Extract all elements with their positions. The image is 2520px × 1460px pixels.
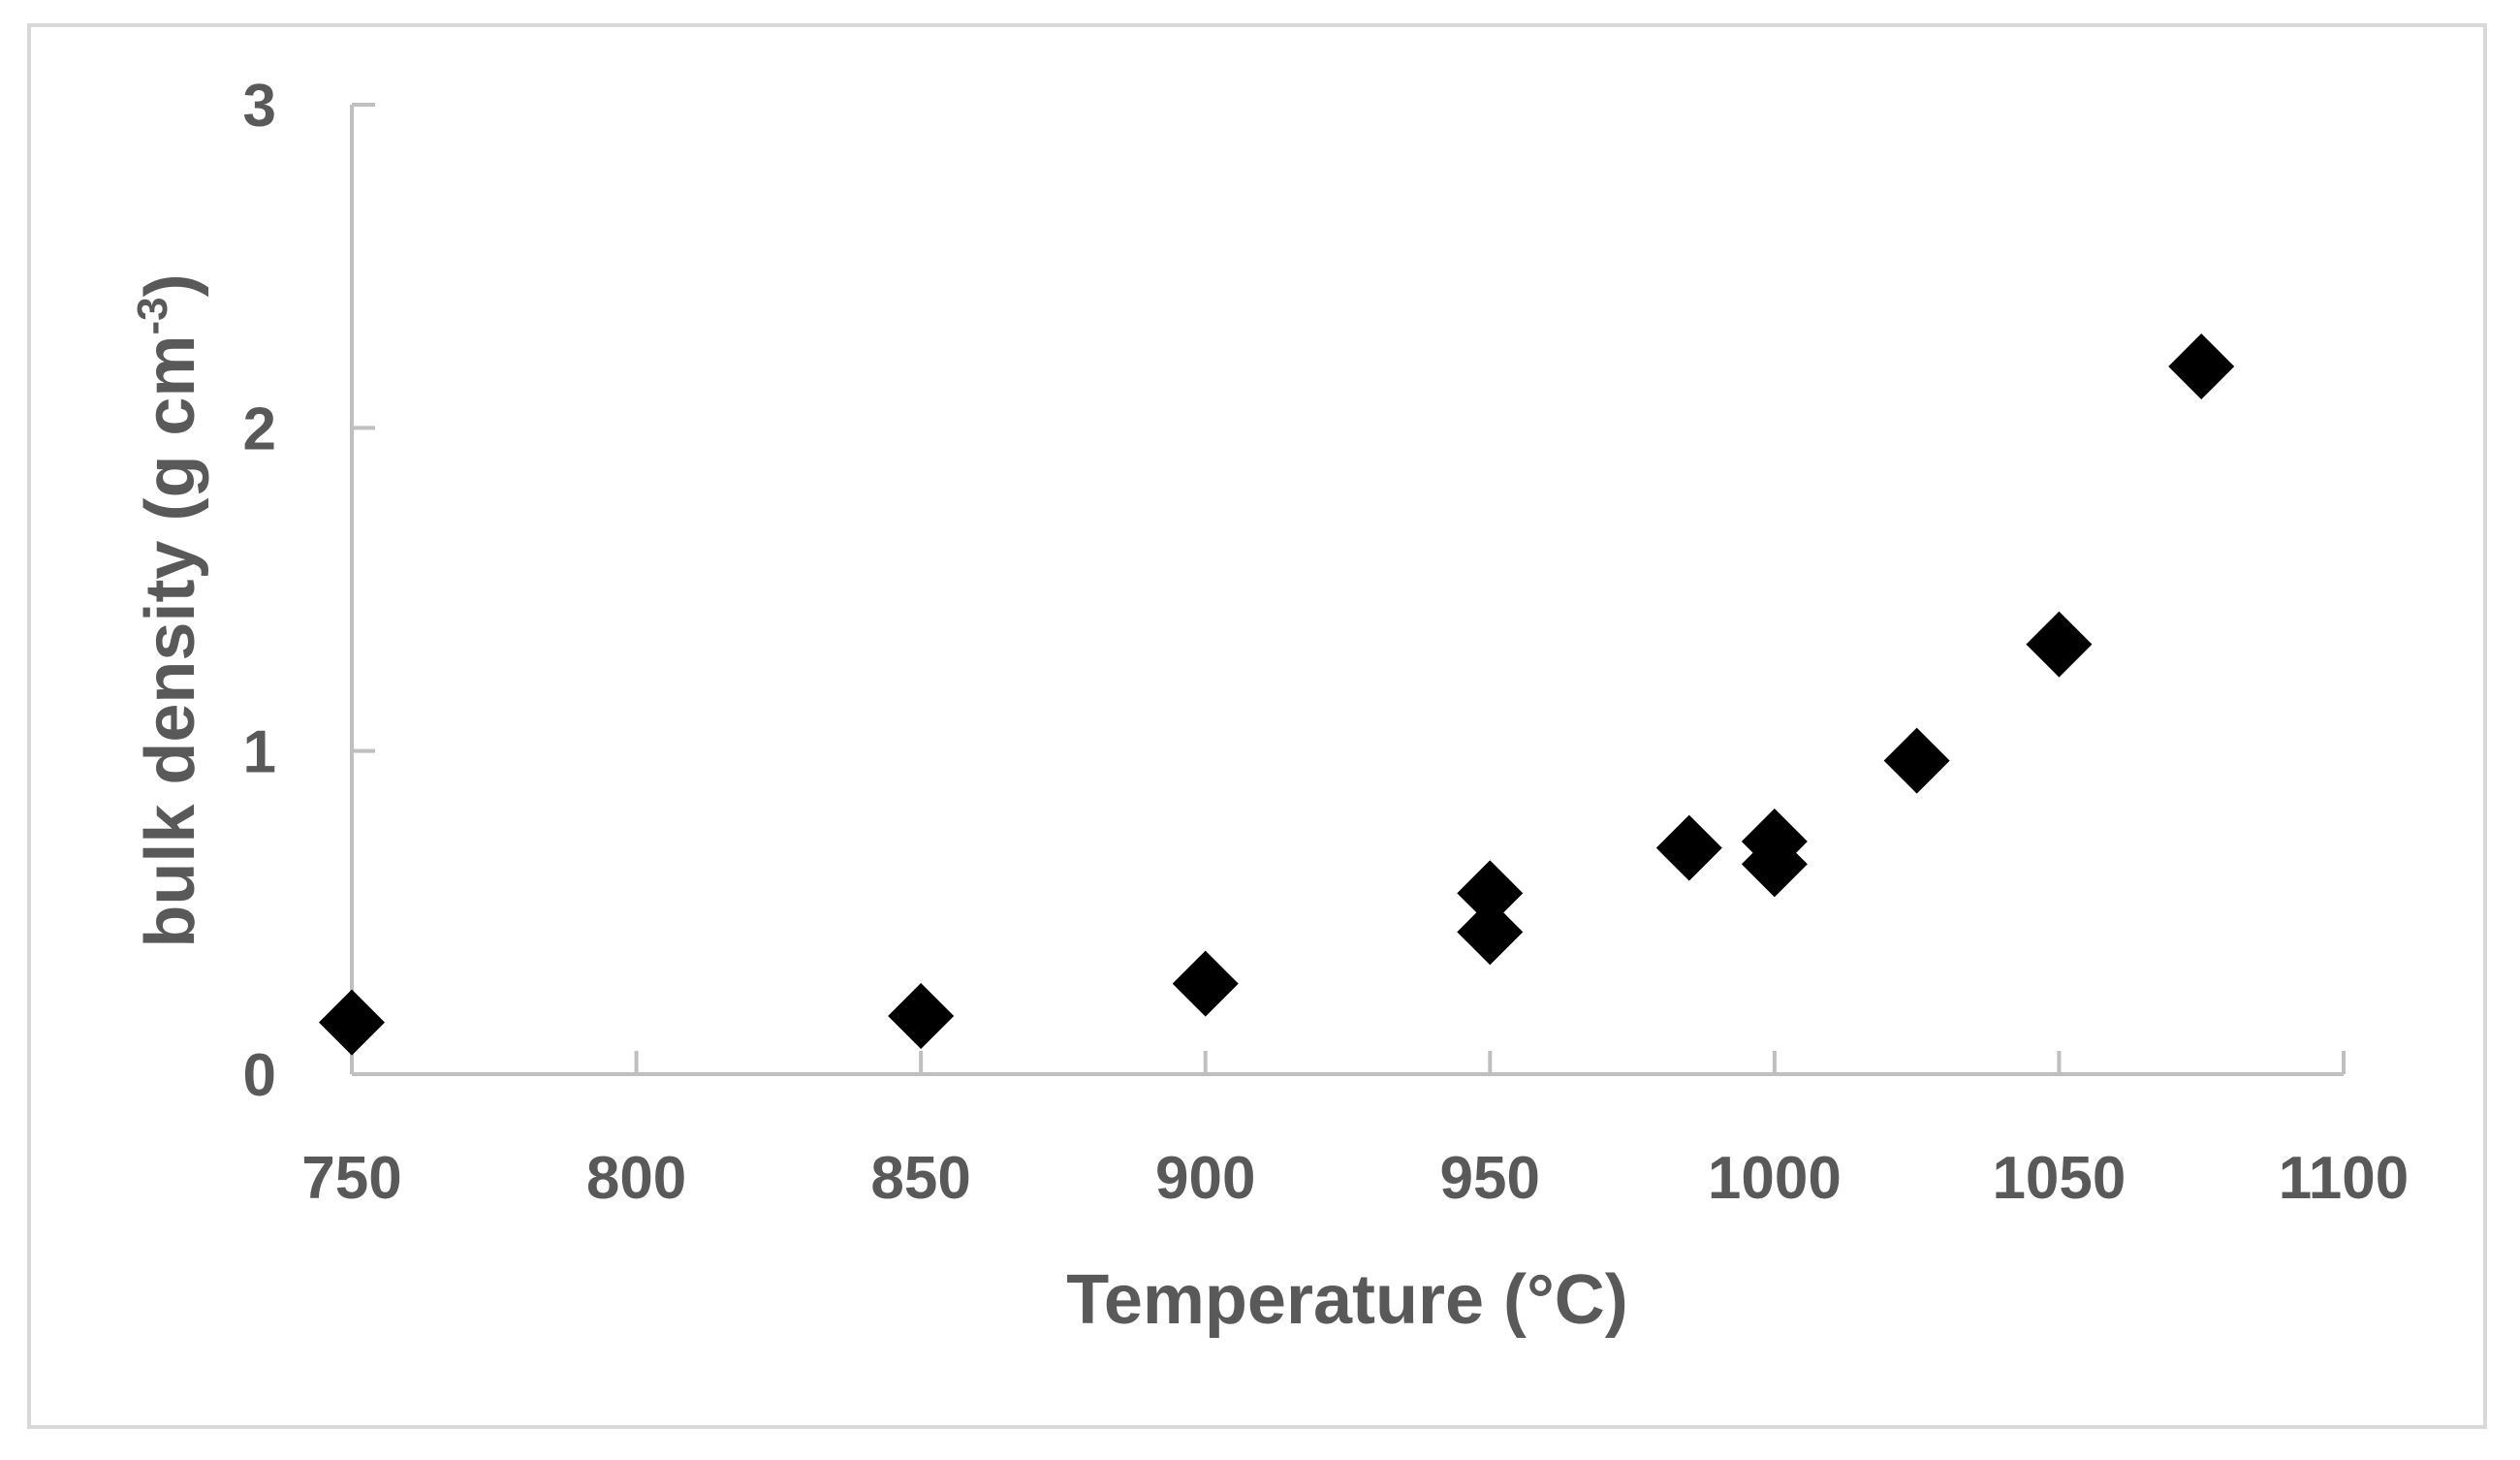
axes <box>350 103 2346 1076</box>
data-point <box>1883 727 1950 794</box>
y-tick-label: 3 <box>243 73 276 140</box>
data-point <box>1172 950 1239 1017</box>
tick-labels: 0 1 2 3 750 800 850 900 950 1000 1050 1100 <box>243 73 2410 1212</box>
data-point <box>1741 831 1808 898</box>
y-axis-title-close: ) <box>132 273 209 297</box>
data-point <box>1457 899 1524 966</box>
x-tick-label: 850 <box>870 1145 970 1212</box>
x-tick-label: 900 <box>1155 1145 1255 1212</box>
data-point <box>319 989 385 1056</box>
y-axis-title-sup: -3 <box>129 297 176 334</box>
y-tick-label: 2 <box>243 396 276 462</box>
x-tick-label: 1050 <box>1992 1145 2126 1212</box>
x-tick-label: 950 <box>1440 1145 1540 1212</box>
data-point <box>888 983 955 1049</box>
data-points <box>319 333 2235 1056</box>
data-point <box>1457 860 1524 927</box>
data-point <box>2168 333 2235 399</box>
y-axis-title-main: bulk density (g cm <box>132 335 209 948</box>
data-point <box>1655 814 1722 881</box>
y-axis-title: bulk density (g cm-3) <box>129 273 209 947</box>
x-axis-title: Temperature (°C) <box>1066 1261 1628 1339</box>
x-tick-label: 800 <box>586 1145 686 1212</box>
chart-frame <box>27 23 2487 1429</box>
x-tick-label: 1000 <box>1708 1145 1842 1212</box>
data-point <box>2026 611 2093 678</box>
x-tick-label: 750 <box>301 1145 401 1212</box>
y-tick-label: 1 <box>243 719 276 786</box>
x-tick-label: 1100 <box>2279 1145 2410 1212</box>
y-tick-label: 0 <box>243 1042 276 1109</box>
